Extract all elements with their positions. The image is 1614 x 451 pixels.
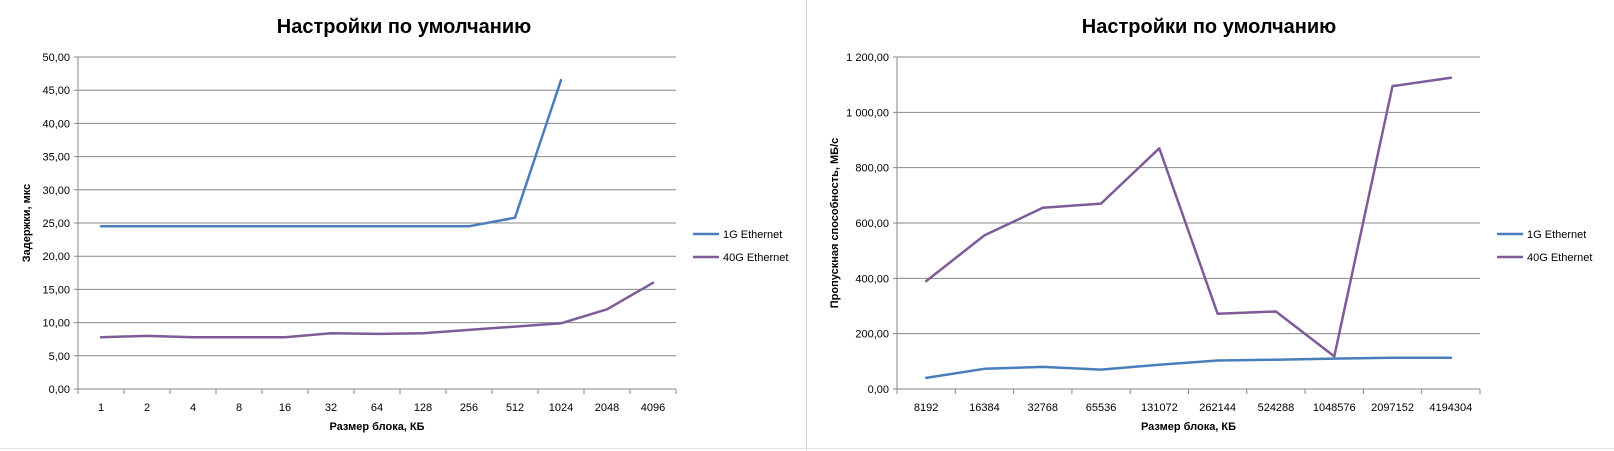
- legend-label: 1G Ethernet: [1527, 229, 1586, 241]
- x-tick-label: 32768: [1027, 402, 1058, 414]
- throughput-chart: Настройки по умолчанию 0,00 200,00 400,00 60…: [829, 16, 1592, 433]
- y-tick-label: 0,00: [868, 384, 889, 396]
- bottom-border: [0, 448, 1614, 449]
- y-tick-label: 20,00: [42, 251, 70, 263]
- x-tick-label: 64: [371, 402, 383, 414]
- series-line-40g: [924, 76, 1453, 358]
- y-tick-label: 35,00: [42, 152, 70, 164]
- y-tick-label: 1 200,00: [846, 52, 889, 64]
- throughput-chart-panel: Настройки по умолчанию 0,00 200,00 400,00 60…: [807, 0, 1614, 451]
- series-line-1g: [924, 356, 1453, 380]
- x-tick-label: 4096: [641, 402, 665, 414]
- y-tick-label: 400,00: [855, 273, 889, 285]
- panel-divider: [806, 0, 807, 451]
- x-tick-label: 524288: [1258, 402, 1295, 414]
- x-tick-label: 1024: [549, 402, 573, 414]
- x-tick-label: 4: [190, 402, 196, 414]
- legend-label: 40G Ethernet: [723, 252, 788, 264]
- x-tick-label: 512: [506, 402, 524, 414]
- x-tick-label: 262144: [1199, 402, 1236, 414]
- y-tick-label: 800,00: [855, 163, 889, 175]
- y-tick-label: 1 000,00: [846, 107, 889, 119]
- y-axis-title: Задержки, мкс: [21, 184, 33, 262]
- y-tick-label: 15,00: [42, 284, 70, 296]
- chart-title: Настройки по умолчанию: [277, 16, 531, 38]
- x-tick-label: 65536: [1086, 402, 1117, 414]
- x-tick-label: 1048576: [1313, 402, 1356, 414]
- y-tick-label: 40,00: [42, 118, 70, 130]
- y-tick-label: 30,00: [42, 185, 70, 197]
- y-tick-label: 600,00: [855, 218, 889, 230]
- latency-chart-panel: Настройки по умолчанию 0,00 5,00 10,00 15,00…: [0, 0, 806, 451]
- y-tick-label: 50,00: [42, 52, 70, 64]
- x-tick-label: 131072: [1141, 402, 1178, 414]
- x-tick-label: 2048: [595, 402, 619, 414]
- legend-label: 40G Ethernet: [1527, 252, 1592, 264]
- x-tick-label: 1: [98, 402, 104, 414]
- x-tick-label: 8192: [914, 402, 938, 414]
- x-axis-title: Размер блока, КБ: [1141, 421, 1236, 433]
- x-tick-label: 4194304: [1429, 402, 1472, 414]
- legend-label: 1G Ethernet: [723, 229, 782, 241]
- chart-title: Настройки по умолчанию: [1082, 16, 1336, 38]
- x-tick-label: 8: [236, 402, 242, 414]
- latency-chart: Настройки по умолчанию 0,00 5,00 10,00 15,00…: [21, 16, 788, 433]
- x-tick-label: 256: [460, 402, 478, 414]
- y-axis-title: Пропускная способность, МБ/с: [829, 138, 841, 309]
- x-tick-label: 32: [325, 402, 337, 414]
- series-line-40g: [99, 281, 655, 339]
- series-line-1g: [99, 78, 563, 228]
- y-tick-label: 200,00: [855, 329, 889, 341]
- x-tick-label: 128: [414, 402, 432, 414]
- x-axis-title: Размер блока, КБ: [329, 421, 424, 433]
- y-tick-label: 10,00: [42, 318, 70, 330]
- y-tick-label: 0,00: [49, 384, 70, 396]
- x-tick-label: 16: [279, 402, 291, 414]
- x-tick-label: 2: [144, 402, 150, 414]
- y-tick-label: 25,00: [42, 218, 70, 230]
- x-tick-label: 2097152: [1371, 402, 1414, 414]
- x-tick-label: 16384: [969, 402, 1000, 414]
- y-tick-label: 45,00: [42, 85, 70, 97]
- y-tick-label: 5,00: [49, 351, 70, 363]
